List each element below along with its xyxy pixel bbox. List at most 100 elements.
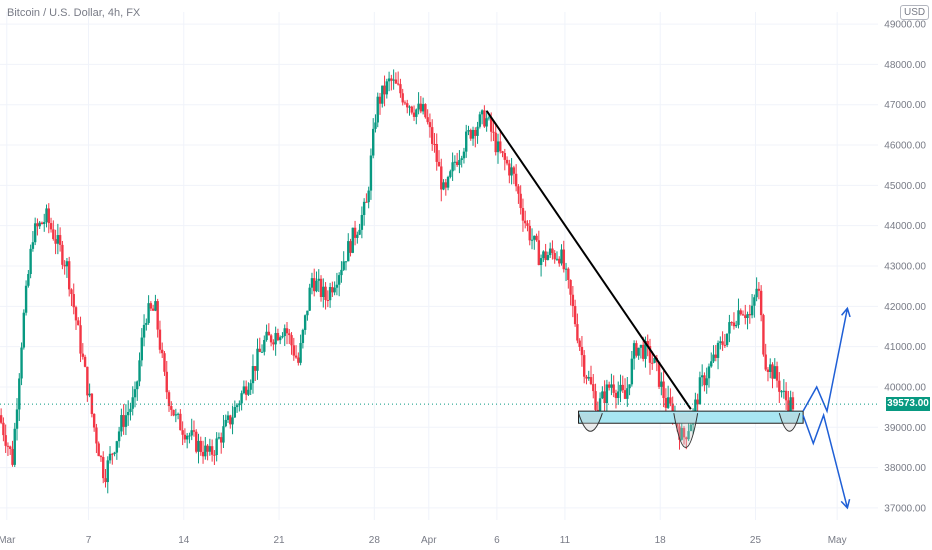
candle-body [83,356,87,367]
candle-body [419,103,423,112]
x-tick-label: May [828,535,847,546]
candle-body [610,384,613,388]
candle-body [231,417,234,425]
x-tick-label: 14 [178,535,190,546]
candle-body [748,314,752,316]
time-axis[interactable]: Mar 7 14 21 28 Apr 6 11 18 25 May [0,535,847,546]
candle-body [458,159,461,166]
candle-body [508,163,511,176]
candle-body [315,280,318,292]
candle-body [517,186,520,194]
candle-body [126,411,130,416]
candle-body [117,431,121,442]
candle-body [723,344,727,346]
x-tick-label: 18 [655,535,667,546]
candle-body [773,366,776,379]
candle-body [778,380,781,392]
candle-body [573,306,577,325]
candle-body [310,278,314,288]
candle-body [548,248,552,256]
candle-body [519,193,522,209]
candle-body [238,403,241,406]
candle-body [206,445,209,452]
candle-body [592,384,595,392]
candle-body [712,354,715,362]
candle-body [274,332,277,345]
candle-body [512,167,516,174]
candle-body [782,390,786,392]
candle-body [372,128,375,156]
candle-body [735,324,738,327]
candle-body [163,353,166,372]
candle-body [367,190,370,203]
candle-body [682,428,686,438]
candle-body [122,415,125,427]
candle-body [657,362,661,387]
candle-body [322,286,325,298]
candle-body [710,361,713,367]
price-axis[interactable]: 49000.00 48000.00 47000.00 46000.00 45000.00… [884,20,926,515]
candle-body [43,222,46,224]
y-tick-label: 41000.00 [884,342,926,353]
candle-body [145,322,148,325]
candle-body [151,308,155,311]
candle-body [281,336,284,338]
candle-body [476,126,479,136]
candle-body [226,415,230,420]
candle-body [99,456,103,458]
candle-body [158,329,162,350]
candle-body [744,315,747,319]
candle-body [324,286,327,300]
candle-body [530,239,534,241]
candle-body [685,437,688,440]
candle-body [569,280,572,295]
candle-body [444,182,448,188]
candle-body [603,391,606,404]
candle-body [249,383,252,390]
candle-body [115,441,119,453]
candle-body [474,129,477,136]
candle-body [555,258,559,260]
candle-body [383,85,386,95]
candle-body [471,129,475,139]
candle-body [308,287,311,311]
candle-body [129,408,132,412]
candle-body [755,288,758,298]
y-tick-label: 40000.00 [884,382,926,393]
x-tick-label: Mar [0,535,16,546]
candle-body [18,378,21,410]
candle-body [460,158,463,160]
candle-body [705,378,708,386]
candle-body [356,234,359,238]
candle-body [54,239,57,244]
candle-body [644,341,647,359]
candle-body [140,337,143,361]
candle-body [660,381,663,387]
candle-body [333,287,336,293]
candle-body [197,440,200,452]
candle-body [45,208,48,223]
currency-badge[interactable]: USD [900,5,930,20]
candle-body [242,386,246,394]
candle-body [451,162,454,172]
candle-body [728,322,731,334]
candle-body [496,141,500,153]
candle-body [351,227,354,253]
candle-body [288,333,291,336]
candle-body [22,312,26,348]
candle-body [235,405,239,408]
candle-body [730,322,733,324]
candle-body [47,208,50,224]
candle-body [639,344,643,348]
candle-body [349,241,352,253]
candle-body [698,377,702,405]
candle-body [11,448,14,465]
candle-body [381,85,384,104]
drawing-annotations [0,110,878,510]
y-tick-label: 38000.00 [884,463,926,474]
candle-body [38,222,41,227]
candle-body [81,353,85,357]
y-tick-label: 48000.00 [884,60,926,71]
candle-body [233,407,237,418]
